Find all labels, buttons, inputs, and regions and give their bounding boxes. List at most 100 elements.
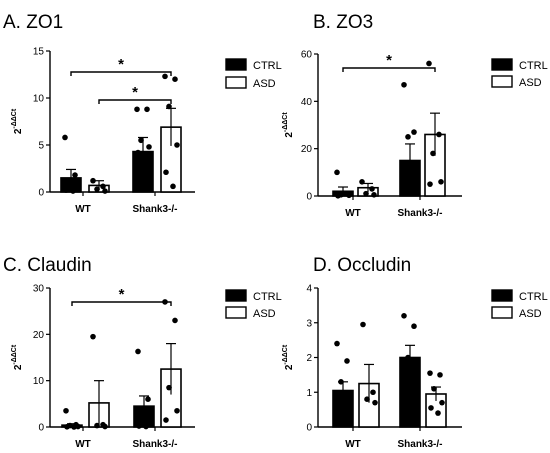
data-point xyxy=(335,192,341,199)
legend-label: CTRL xyxy=(519,291,548,303)
y-axis-title-base: 2 xyxy=(13,128,24,134)
data-point xyxy=(174,142,180,148)
y-tick-label: 20 xyxy=(301,144,313,155)
data-point xyxy=(405,354,411,361)
data-point xyxy=(63,407,69,414)
y-tick-label: 4 xyxy=(306,284,312,295)
data-point xyxy=(64,423,70,430)
significance-bracket xyxy=(71,301,172,306)
data-point xyxy=(63,187,69,193)
data-point xyxy=(363,190,369,197)
legend-label: ASD xyxy=(519,77,542,89)
data-point xyxy=(170,183,176,190)
data-point xyxy=(436,131,442,138)
legend-swatch xyxy=(225,76,247,89)
data-point xyxy=(334,340,340,347)
data-point xyxy=(138,137,144,144)
data-point xyxy=(344,358,350,364)
y-tick-label: 3 xyxy=(306,318,312,329)
legend-label: CTRL xyxy=(519,60,548,72)
y-tick-label: 30 xyxy=(33,284,45,295)
data-point xyxy=(431,385,437,392)
significance-bracket xyxy=(70,71,172,76)
data-point xyxy=(401,313,407,319)
data-point xyxy=(94,186,100,192)
data-point xyxy=(427,370,433,376)
data-point xyxy=(142,184,148,191)
y-axis-title-base: 2 xyxy=(13,364,24,370)
y-tick-label: 1 xyxy=(306,388,312,399)
data-point xyxy=(402,190,408,197)
data-point xyxy=(136,423,142,429)
data-point xyxy=(371,192,377,198)
data-point xyxy=(401,81,407,88)
data-point xyxy=(411,129,417,135)
chart-panel-3: C. Claudin 2-ΔΔCt 0 10 20 30 WT Shank3-/- * CTRL A… xyxy=(3,255,282,450)
data-point xyxy=(372,399,378,406)
data-point xyxy=(334,169,340,176)
y-tick-label: 40 xyxy=(301,97,313,108)
data-point xyxy=(102,188,108,194)
data-point xyxy=(172,76,178,82)
data-point xyxy=(438,179,444,185)
data-point xyxy=(338,379,344,385)
data-point xyxy=(71,424,77,430)
significance-marker: * xyxy=(132,84,138,101)
data-point xyxy=(166,103,172,110)
y-axis-title-exponent: -ΔΔCt xyxy=(282,112,289,132)
x-tick-label: WT xyxy=(75,439,91,450)
data-point xyxy=(430,150,436,157)
y-axis-title-base: 2 xyxy=(284,364,295,370)
data-point xyxy=(102,423,108,430)
x-tick-label: WT xyxy=(75,204,91,215)
x-tick-label: Shank3-/- xyxy=(132,439,177,450)
data-point xyxy=(364,396,370,403)
chart-panel-2: B. ZO3 2-ΔΔCt 0 20 40 60 WT Shank3-/- * CTRL ASD xyxy=(282,12,548,219)
data-point xyxy=(135,149,141,156)
legend-label: CTRL xyxy=(253,291,282,303)
y-tick-label: 10 xyxy=(33,376,45,387)
significance-marker: * xyxy=(386,52,392,69)
data-point xyxy=(166,384,172,391)
data-point xyxy=(405,134,411,140)
y-tick-label: 15 xyxy=(33,47,45,58)
data-point xyxy=(90,333,96,340)
y-tick-label: 5 xyxy=(38,141,44,152)
data-point xyxy=(413,188,419,195)
legend-label: ASD xyxy=(253,308,276,320)
data-point xyxy=(359,179,365,185)
data-point xyxy=(428,405,434,411)
x-tick-label: WT xyxy=(345,208,361,219)
y-axis-title: 2-ΔΔCt xyxy=(282,344,295,370)
data-point xyxy=(335,396,341,403)
y-axis-title-exponent: -ΔΔCt xyxy=(282,344,289,364)
significance-marker: * xyxy=(118,56,124,73)
data-point xyxy=(94,422,100,429)
x-tick-label: WT xyxy=(345,439,361,450)
legend-label: ASD xyxy=(519,308,542,320)
y-tick-label: 60 xyxy=(301,50,313,61)
x-tick-label: Shank3-/- xyxy=(397,439,442,450)
data-point xyxy=(346,392,352,399)
legend-swatch xyxy=(491,306,513,319)
panel-title: D. Occludin xyxy=(313,255,411,276)
data-point xyxy=(426,60,432,67)
data-point xyxy=(90,177,96,184)
data-point xyxy=(402,368,408,375)
data-point xyxy=(174,407,180,414)
data-point xyxy=(146,144,152,150)
data-point xyxy=(163,169,169,176)
y-axis-title-exponent: -ΔΔCt xyxy=(11,108,18,128)
data-point xyxy=(172,317,178,324)
data-point xyxy=(139,417,145,423)
legend-swatch xyxy=(225,289,247,302)
data-point xyxy=(144,106,150,113)
legend-label: CTRL xyxy=(253,60,282,72)
y-tick-label: 0 xyxy=(38,423,44,434)
data-point xyxy=(62,134,68,141)
y-tick-label: 20 xyxy=(33,330,45,341)
y-tick-label: 0 xyxy=(38,188,44,199)
y-axis-title: 2-ΔΔCt xyxy=(11,344,24,370)
